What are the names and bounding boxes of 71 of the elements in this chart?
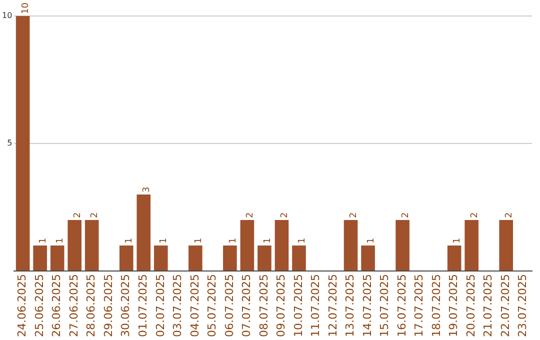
x-tick-label: 20.07.2025 xyxy=(464,274,478,338)
x-tick-label: 23.07.2025 xyxy=(516,274,530,338)
bar xyxy=(33,246,47,271)
data-label: 2 xyxy=(470,212,480,218)
bar xyxy=(499,220,514,271)
bar xyxy=(68,220,82,271)
data-label: 2 xyxy=(504,212,514,218)
data-label: 3 xyxy=(142,186,152,193)
x-tick-label: 07.07.2025 xyxy=(240,274,254,338)
data-label: 2 xyxy=(72,212,83,218)
x-tick-label: 13.07.2025 xyxy=(344,274,357,338)
x-tick-label: 14.07.2025 xyxy=(360,274,374,338)
x-tick-label: 16.07.2025 xyxy=(395,274,408,338)
x-tick-label: 05.07.2025 xyxy=(206,274,219,338)
x-tick-label: 22.07.2025 xyxy=(498,274,512,338)
x-tick-label: 06.07.2025 xyxy=(222,274,236,338)
data-label: 1 xyxy=(194,238,204,244)
bar xyxy=(119,246,134,271)
x-tick-label: 09.07.2025 xyxy=(274,274,288,338)
x-tick-label: 03.07.2025 xyxy=(171,274,184,338)
bar xyxy=(447,246,462,271)
data-label: 10 xyxy=(21,2,32,14)
bar xyxy=(240,220,254,271)
x-tick-label: 12.07.2025 xyxy=(326,274,340,338)
data-label: 2 xyxy=(90,212,100,218)
bar xyxy=(16,16,30,271)
x-tick-label: 21.07.2025 xyxy=(482,274,495,338)
data-label: 1 xyxy=(159,238,170,244)
y-tick-label: 5 xyxy=(7,138,12,148)
bar xyxy=(84,220,99,271)
bar xyxy=(464,220,478,271)
data-label: 2 xyxy=(400,212,411,218)
data-label: 1 xyxy=(228,238,238,244)
data-label: 1 xyxy=(297,238,308,244)
bar xyxy=(258,246,272,271)
bar xyxy=(361,246,375,271)
x-tick-label: 30.06.2025 xyxy=(119,274,132,338)
x-tick-label: 10.07.2025 xyxy=(292,274,305,338)
x-tick-label: 01.07.2025 xyxy=(136,274,150,338)
data-label: 1 xyxy=(56,238,66,244)
data-label: 2 xyxy=(349,212,360,218)
x-tick-label: 02.07.2025 xyxy=(154,274,167,338)
x-tick-label: 11.07.2025 xyxy=(309,274,322,338)
x-tick-label: 15.07.2025 xyxy=(378,274,392,338)
data-label: 1 xyxy=(38,238,48,244)
x-tick-label: 28.06.2025 xyxy=(84,274,98,338)
data-label: 2 xyxy=(246,212,256,218)
x-tick-label: 19.07.2025 xyxy=(447,274,460,338)
data-label: 1 xyxy=(124,238,135,244)
bar xyxy=(274,220,289,271)
x-tick-label: 17.07.2025 xyxy=(412,274,426,338)
data-label: 1 xyxy=(262,238,273,244)
x-tick-label: 04.07.2025 xyxy=(188,274,202,338)
bar xyxy=(188,246,202,271)
x-tick-label: 24.06.2025 xyxy=(16,274,29,338)
x-tick-label: 08.07.2025 xyxy=(257,274,270,338)
bar xyxy=(223,246,237,271)
data-label: 1 xyxy=(452,238,463,244)
bar xyxy=(344,220,358,271)
data-label: 2 xyxy=(280,212,290,218)
bar xyxy=(292,246,306,271)
x-tick-label: 27.06.2025 xyxy=(67,274,80,338)
data-label: 1 xyxy=(366,238,376,244)
x-tick-label: 18.07.2025 xyxy=(430,274,443,338)
x-tick-label: 25.06.2025 xyxy=(32,274,46,338)
bar xyxy=(396,220,410,271)
x-tick-label: 26.06.2025 xyxy=(50,274,64,338)
bar xyxy=(154,246,168,271)
bar xyxy=(50,246,64,271)
bar xyxy=(136,194,151,271)
x-tick-label: 29.06.2025 xyxy=(102,274,115,338)
